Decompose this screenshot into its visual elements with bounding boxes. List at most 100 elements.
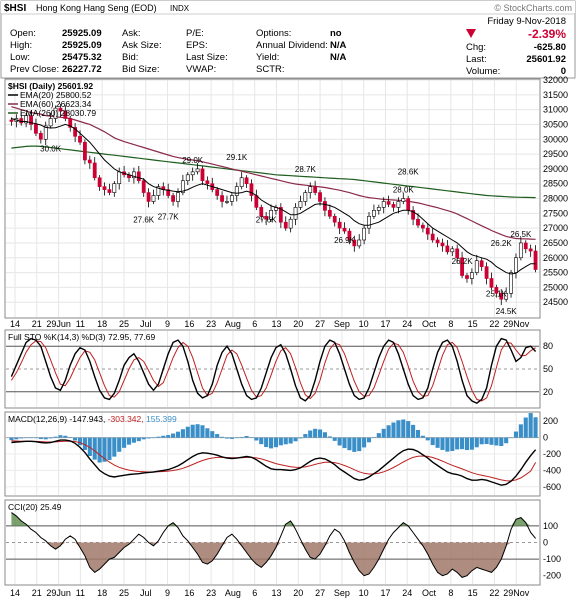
candle-body (376, 207, 381, 211)
high-value: 25925.09 (62, 40, 102, 51)
macd-hist-bar (518, 424, 523, 438)
macd-hist-bar (317, 429, 323, 438)
sto-axis-label: 20 (543, 387, 553, 397)
macd-hist-bar (391, 422, 396, 438)
candle-body (396, 201, 401, 208)
candle-body (29, 115, 33, 125)
date-tick-label: 27 (315, 588, 325, 598)
sctr-label: SCTR: (256, 64, 285, 75)
candle-body (225, 201, 229, 203)
date-tick-label: 21 (32, 319, 42, 329)
macd-axis-label: 0 (543, 433, 548, 443)
candle-body (141, 180, 146, 193)
candle-body (107, 189, 112, 193)
cci-axis-label: -100 (543, 554, 561, 564)
candle-body (53, 107, 58, 119)
macd-hist-bar (406, 421, 411, 438)
macd-hist-bar (494, 437, 499, 446)
candle-body (518, 242, 523, 259)
macd-hist-bar (283, 437, 288, 445)
candle-body (244, 177, 249, 184)
date-tick-label: Aug (225, 319, 241, 329)
candle-body (381, 201, 386, 208)
macd-hist-bar (479, 437, 484, 445)
price-axis-label: 25000 (543, 282, 568, 292)
pe-label: P/E: (186, 28, 204, 39)
extreme-annotation: 24.5K (496, 307, 518, 316)
date-tick-label: 21 (32, 588, 42, 598)
macd-hist-bar (136, 437, 141, 442)
macd-hist-bar (528, 413, 533, 438)
macd-hist-bar (322, 432, 327, 438)
candle-body (269, 210, 273, 220)
macd-hist-bar (313, 428, 318, 438)
candle-body (455, 248, 460, 259)
date-tick-label: 17 (380, 588, 390, 598)
macd-axis-label: -200 (543, 449, 561, 459)
macd-axis-label: 200 (543, 416, 558, 426)
macd-hist-bar (73, 437, 78, 441)
date-tick-label: 24 (402, 319, 412, 329)
date-tick-label: 25 (119, 319, 129, 329)
ema20-legend: EMA(20) 25800.52 (20, 90, 92, 100)
date-tick-label: 8 (448, 319, 453, 329)
extreme-annotation: 28.7K (295, 165, 317, 174)
macd-hist-bar (268, 437, 274, 449)
candle-body (166, 189, 171, 196)
macd-hist-bar (33, 437, 38, 439)
price-axis-label: 27000 (543, 223, 568, 233)
date-tick-label: 25 (119, 588, 129, 598)
candle-body (523, 242, 528, 250)
last-size-label: Last Size: (186, 52, 228, 63)
macd-hist-bar (48, 437, 53, 439)
macd-hist-bar (381, 428, 386, 438)
macd-hist-bar (82, 437, 87, 450)
candle-body (352, 239, 357, 247)
macd-hist-bar (469, 437, 474, 450)
macd-hist-bar (92, 437, 97, 460)
price-axis-label: 28500 (543, 179, 568, 189)
macd-hist-bar (401, 419, 406, 438)
macd-hist-bar (455, 437, 460, 450)
candle-body (278, 207, 283, 223)
extreme-annotation: 28.6K (398, 168, 420, 177)
date-tick-label: 29Nov (503, 588, 530, 598)
macd-legend: MACD(12,26,9) -147.943, -303.342, 155.39… (8, 414, 177, 424)
macd-hist-bar (224, 437, 230, 439)
candle-body (391, 204, 396, 208)
price-axis-label: 25500 (543, 268, 568, 278)
candle-body (229, 195, 234, 202)
candle-body (474, 260, 479, 273)
macd-hist-bar (107, 437, 112, 461)
candle-body (38, 133, 43, 140)
macd-hist-bar (273, 437, 279, 448)
macd-hist-bar (185, 426, 190, 438)
candle-body (372, 210, 376, 217)
candle-body (9, 119, 14, 122)
ema20-line (11, 118, 536, 275)
price-axis-label: 27500 (543, 208, 568, 218)
date-tick-label: 10 (359, 319, 369, 329)
price-axis-label: 26500 (543, 238, 568, 248)
change-percent: -2.39% (528, 27, 566, 41)
volume-label: Volume: (466, 66, 500, 77)
candle-body (117, 171, 122, 184)
prev-close-label: Prev Close: (10, 64, 59, 75)
macd-hist-bar (210, 431, 215, 438)
macd-hist-bar (14, 437, 19, 440)
candle-body (450, 248, 455, 253)
low-value: 25475.32 (62, 52, 102, 63)
candle-body (68, 118, 73, 128)
macd-hist-bar (190, 424, 195, 438)
macd-hist-bar (371, 437, 376, 438)
candle-body (425, 227, 430, 235)
ema60-legend: EMA(60) 26623.34 (20, 99, 92, 109)
candle-body (406, 198, 411, 211)
date-tick-label: 15 (468, 319, 478, 329)
macd-hist-bar (342, 437, 347, 449)
macd-hist-bar (63, 435, 68, 438)
candle-body (73, 127, 78, 137)
macd-hist-bar (117, 437, 122, 452)
date-tick-label: 29Nov (503, 319, 530, 329)
price-axis-label: 26000 (543, 253, 568, 263)
